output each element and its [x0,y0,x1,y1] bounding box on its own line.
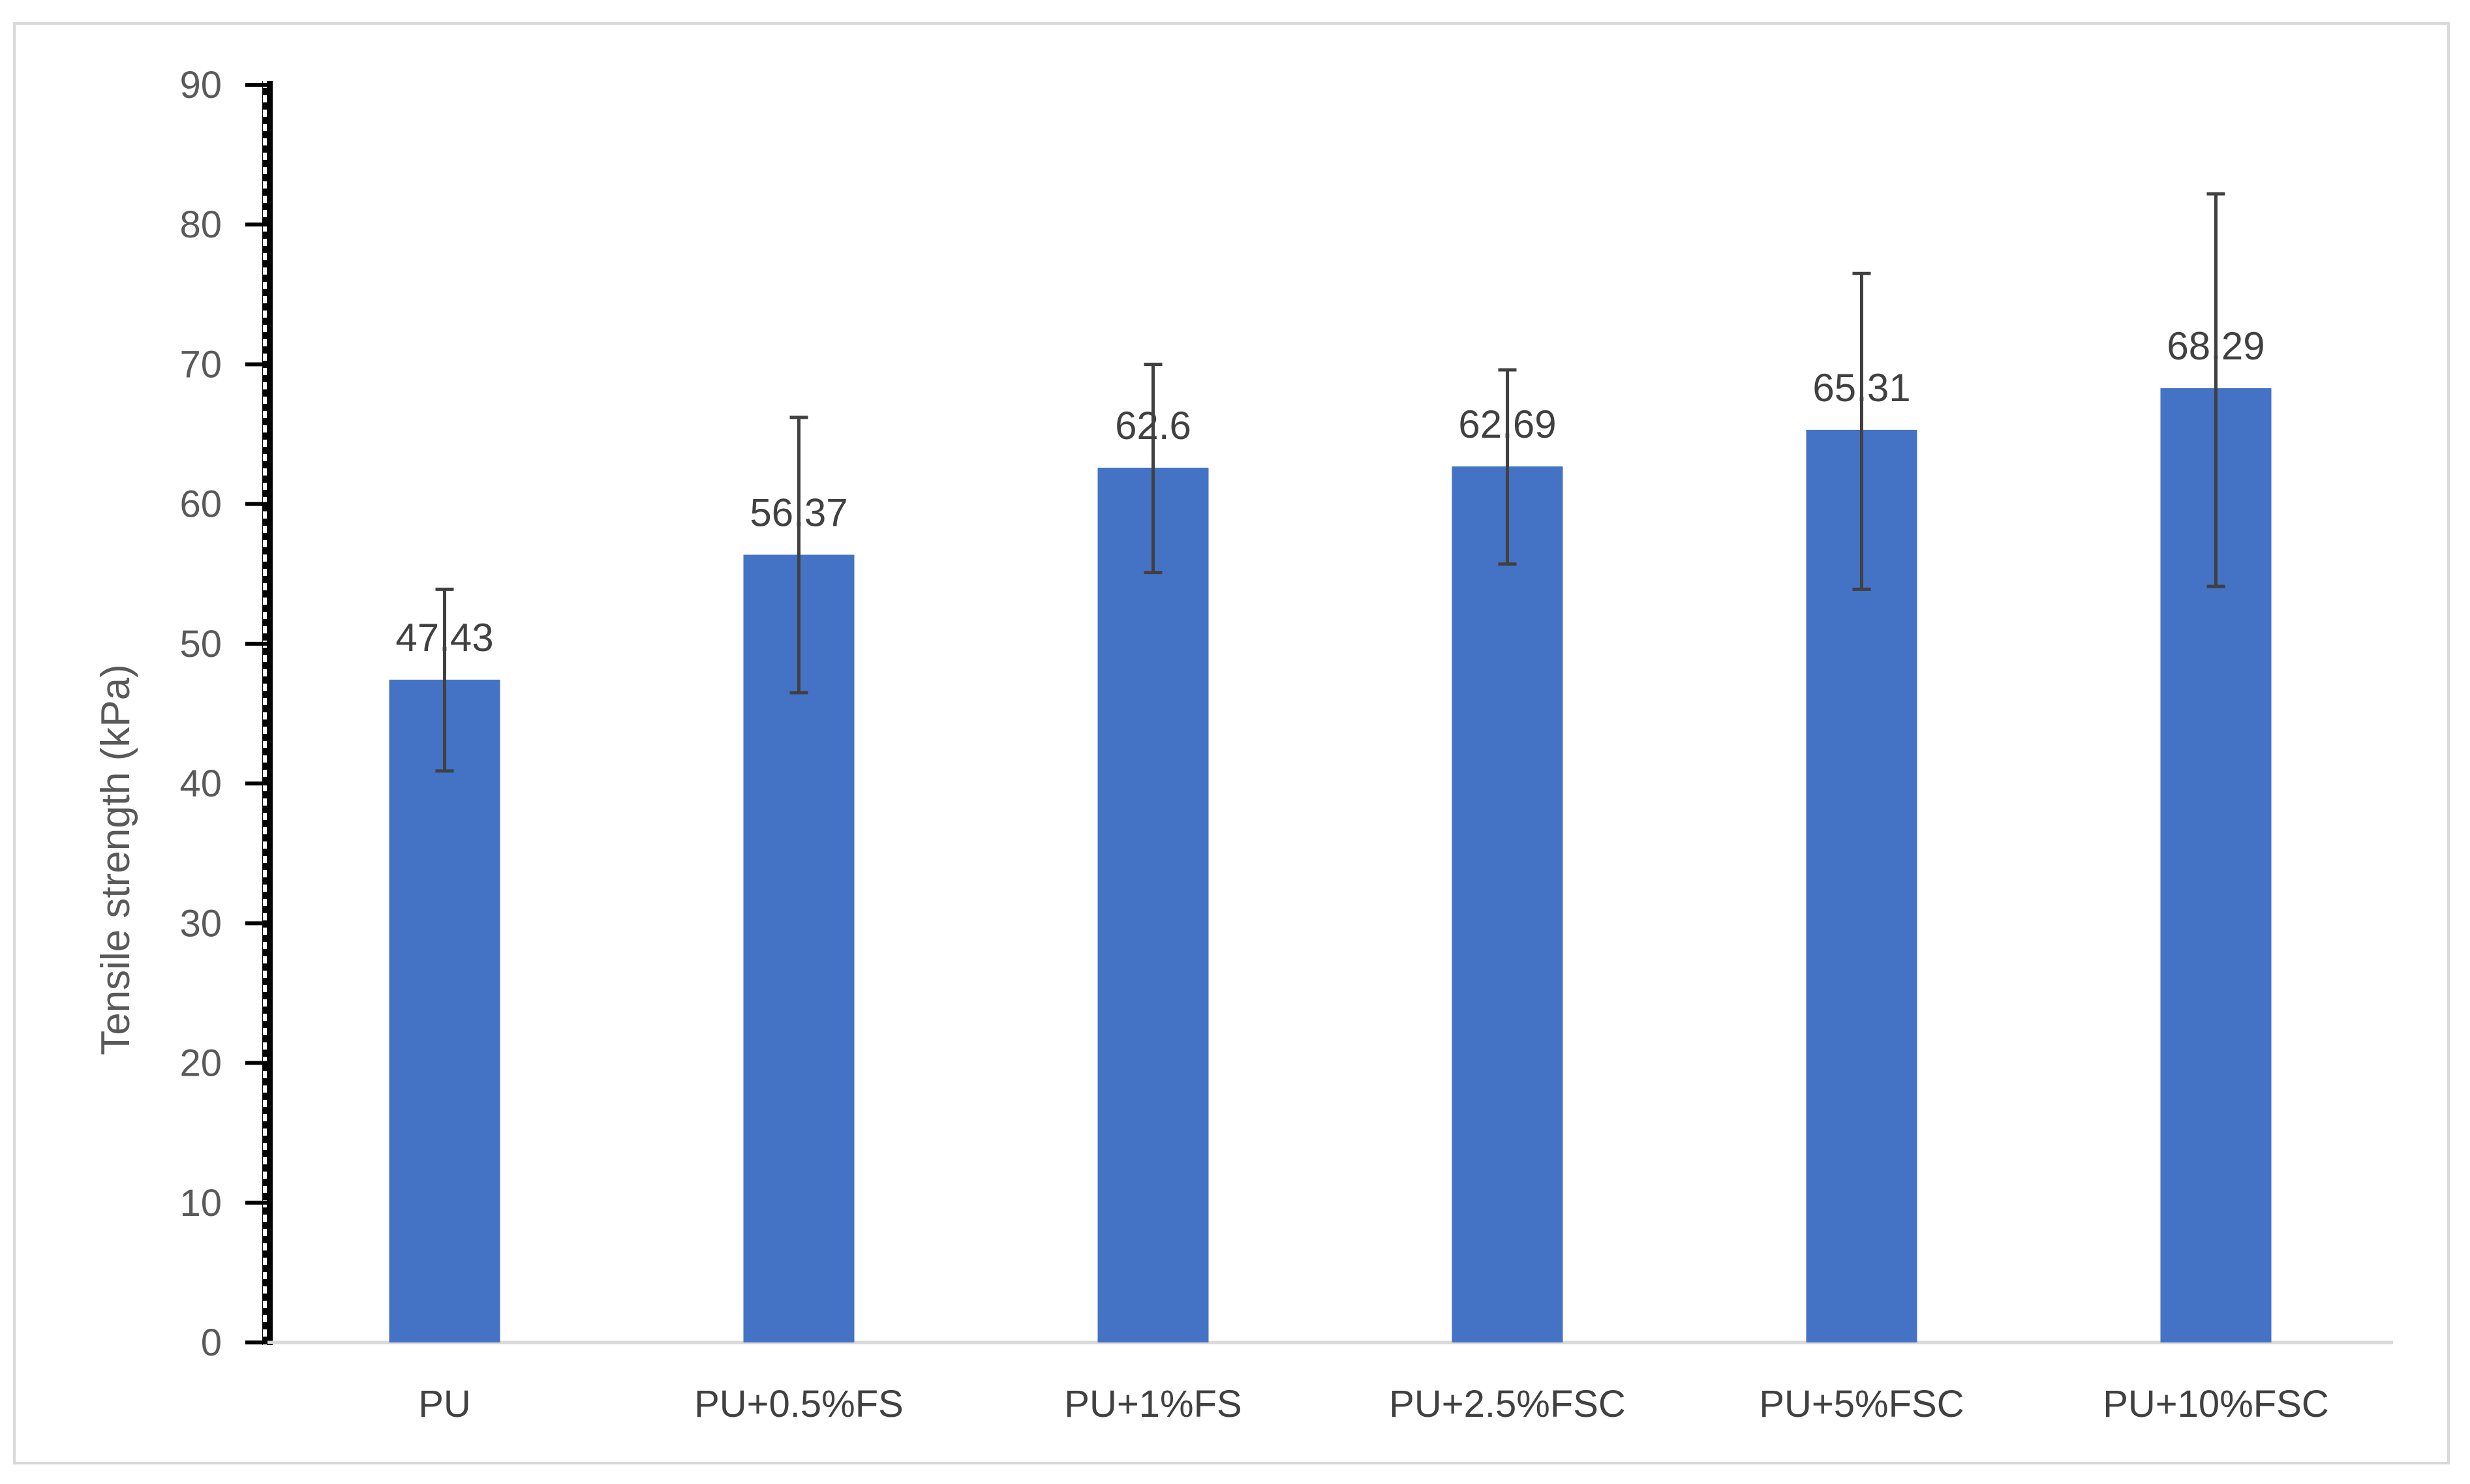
y-tick-label: 90 [179,64,222,106]
category-label-2: PU+1%FS [1064,1383,1242,1425]
bars [389,388,2272,1342]
category-label-4: PU+5%FSC [1759,1383,1964,1425]
data-labels: 47.43 56.37 62.6 62.69 65.31 68.29 [395,324,2264,659]
y-axis: 0 10 20 30 40 50 60 70 80 90 [179,64,273,1364]
y-axis-title-group: Tensile strength (kPa) [93,664,138,1055]
error-bars [435,192,2225,773]
y-tick-label: 20 [179,1042,222,1085]
category-labels: PU PU+0.5%FS PU+1%FS PU+2.5%FSC PU+5%FSC PU+1… [418,1383,2329,1425]
category-label-0: PU [418,1383,471,1425]
y-tick-label: 40 [179,763,222,805]
data-label-1: 56.37 [750,491,847,534]
category-label-3: PU+2.5%FSC [1389,1383,1626,1425]
bar-2 [1097,467,1209,1342]
y-tick-label: 70 [179,343,222,386]
data-label-5: 68.29 [2167,324,2264,368]
y-tick-label: 80 [179,204,222,246]
data-label-2: 62.6 [1115,404,1191,447]
bar-0 [389,679,500,1342]
y-tick-label: 30 [179,902,222,945]
data-label-0: 47.43 [395,616,493,659]
y-tick-label: 10 [179,1182,222,1224]
data-label-4: 65.31 [1812,366,1910,410]
category-label-5: PU+10%FSC [2103,1383,2329,1425]
y-axis-title: Tensile strength (kPa) [93,664,138,1055]
y-tick-label: 50 [179,623,222,665]
y-tick-label: 0 [201,1322,222,1364]
y-tick-label: 60 [179,483,222,526]
data-label-3: 62.69 [1458,402,1556,446]
bar-3 [1452,466,1563,1342]
category-label-1: PU+0.5%FS [694,1383,904,1425]
